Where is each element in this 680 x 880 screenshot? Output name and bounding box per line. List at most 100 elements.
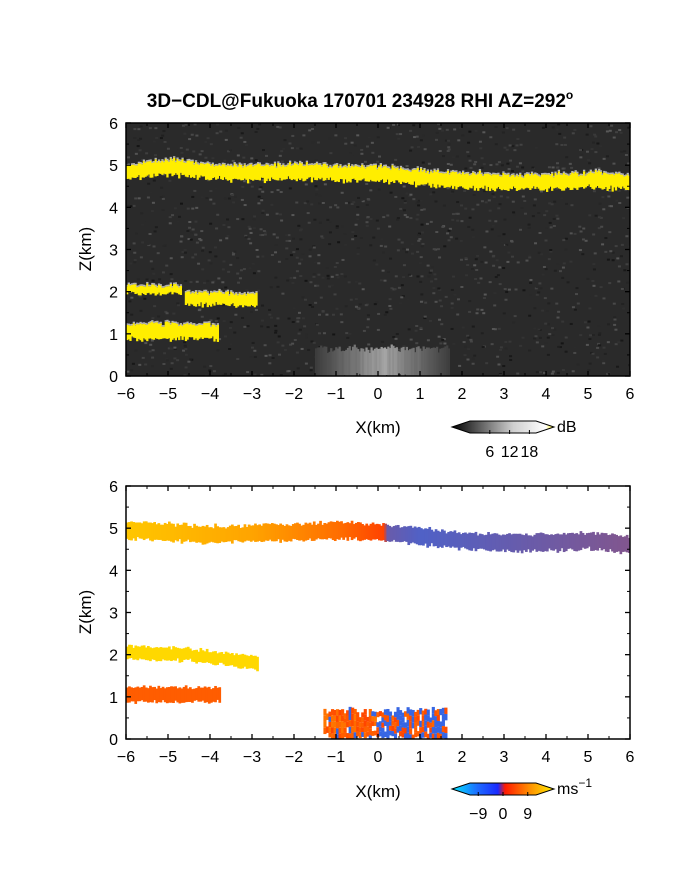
snr-noise-cell xyxy=(450,302,454,305)
snr-noise-cell xyxy=(343,275,347,278)
snr-cell-edge xyxy=(487,172,490,174)
snr-noise-cell xyxy=(504,347,508,350)
velocity-cell xyxy=(575,533,579,552)
snr-noise-cell xyxy=(420,275,424,278)
snr-noise-cell xyxy=(344,305,348,308)
velocity-cell xyxy=(256,656,259,672)
snr-cell-edge xyxy=(406,168,409,170)
velocity-cell xyxy=(506,533,509,550)
velocity-cell xyxy=(341,715,345,722)
snr-noise-cell xyxy=(504,298,508,301)
snr-noise-cell xyxy=(215,227,219,230)
snr-noise-cell xyxy=(507,288,511,291)
snr-cell xyxy=(178,326,181,341)
snr-noise-cell xyxy=(197,262,201,265)
snr-cell xyxy=(589,171,592,188)
snr-noise-cell xyxy=(315,323,319,326)
snr-noise-cell xyxy=(479,277,483,280)
snr-noise-cell xyxy=(508,144,512,147)
velocity-cell xyxy=(147,688,150,703)
velocity-cell xyxy=(409,721,413,729)
snr-cell-edge xyxy=(139,321,142,324)
snr-noise-cell xyxy=(539,190,543,193)
snr-noise-cell xyxy=(170,362,174,365)
velocity-cell xyxy=(426,715,430,722)
snr-noise-cell xyxy=(151,201,155,204)
snr-cell xyxy=(346,167,349,183)
snr-noise-cell xyxy=(274,324,278,327)
snr-noise-cell xyxy=(552,224,556,227)
snr-noise-cell xyxy=(447,146,451,149)
snr-noise-cell xyxy=(349,298,353,301)
snr-noise-cell xyxy=(597,187,601,190)
snr-noise-cell xyxy=(510,255,514,258)
snr-noise-cell xyxy=(197,309,201,312)
snr-cell-edge xyxy=(359,165,362,168)
snr-noise-cell xyxy=(236,272,240,275)
velocity-cell xyxy=(201,525,205,545)
velocity-cell xyxy=(323,708,327,716)
snr-cell xyxy=(525,173,529,188)
snr-cell xyxy=(206,322,209,338)
snr-noise-cell xyxy=(376,227,380,230)
snr-noise-cell xyxy=(453,128,457,131)
snr-cell xyxy=(392,345,395,376)
snr-noise-cell xyxy=(587,159,591,162)
snr-cell-edge xyxy=(475,173,478,175)
colorbar-tick-label: 0 xyxy=(499,806,508,823)
snr-noise-cell xyxy=(432,292,436,295)
snr-noise-cell xyxy=(558,132,562,135)
velocity-cell xyxy=(464,532,467,549)
snr-cell-edge xyxy=(136,322,139,325)
snr-cell-edge xyxy=(404,168,408,171)
snr-cell xyxy=(236,166,240,180)
snr-noise-cell xyxy=(328,220,332,223)
snr-cell xyxy=(382,348,385,376)
snr-cell xyxy=(606,173,609,191)
snr-noise-cell xyxy=(133,259,137,262)
snr-noise-cell xyxy=(604,250,608,253)
snr-cell-edge xyxy=(579,173,582,176)
snr-cell-edge xyxy=(460,172,463,175)
snr-noise-cell xyxy=(195,280,199,283)
snr-noise-cell xyxy=(399,207,403,210)
velocity-cell xyxy=(168,521,171,541)
snr-noise-cell xyxy=(555,166,559,169)
snr-cell-edge xyxy=(154,284,157,287)
snr-cell xyxy=(530,173,534,189)
snr-cell xyxy=(154,159,157,177)
snr-cell-edge xyxy=(413,168,416,170)
velocity-cell xyxy=(429,717,433,723)
snr-noise-cell xyxy=(417,199,421,202)
snr-cell-edge xyxy=(292,163,295,165)
snr-noise-cell xyxy=(392,336,396,339)
snr-noise-cell xyxy=(599,286,603,289)
velocity-cell xyxy=(381,732,385,739)
snr-cell xyxy=(220,292,223,305)
snr-cell-edge xyxy=(193,323,196,325)
snr-noise-cell xyxy=(249,356,253,359)
snr-cell-edge xyxy=(603,170,606,173)
snr-noise-cell xyxy=(497,234,501,237)
snr-noise-cell xyxy=(417,239,421,242)
snr-cell-edge xyxy=(257,161,260,164)
snr-noise-cell xyxy=(608,205,612,208)
snr-noise-cell xyxy=(432,248,436,251)
snr-cell xyxy=(425,172,428,185)
snr-noise-cell xyxy=(480,200,484,203)
snr-noise-cell xyxy=(277,353,281,356)
snr-noise-cell xyxy=(186,319,190,322)
snr-noise-cell xyxy=(573,308,577,311)
velocity-cell xyxy=(357,522,360,541)
snr-noise-cell xyxy=(141,241,145,244)
snr-noise-cell xyxy=(588,362,592,365)
velocity-cell xyxy=(199,526,203,543)
snr-noise-cell xyxy=(253,355,257,358)
snr-noise-cell xyxy=(556,217,560,220)
velocity-cell xyxy=(323,721,327,728)
snr-cell xyxy=(480,174,483,188)
snr-noise-cell xyxy=(334,134,338,137)
snr-noise-cell xyxy=(258,188,262,191)
snr-noise-cell xyxy=(484,261,488,264)
velocity-cell xyxy=(281,524,285,540)
